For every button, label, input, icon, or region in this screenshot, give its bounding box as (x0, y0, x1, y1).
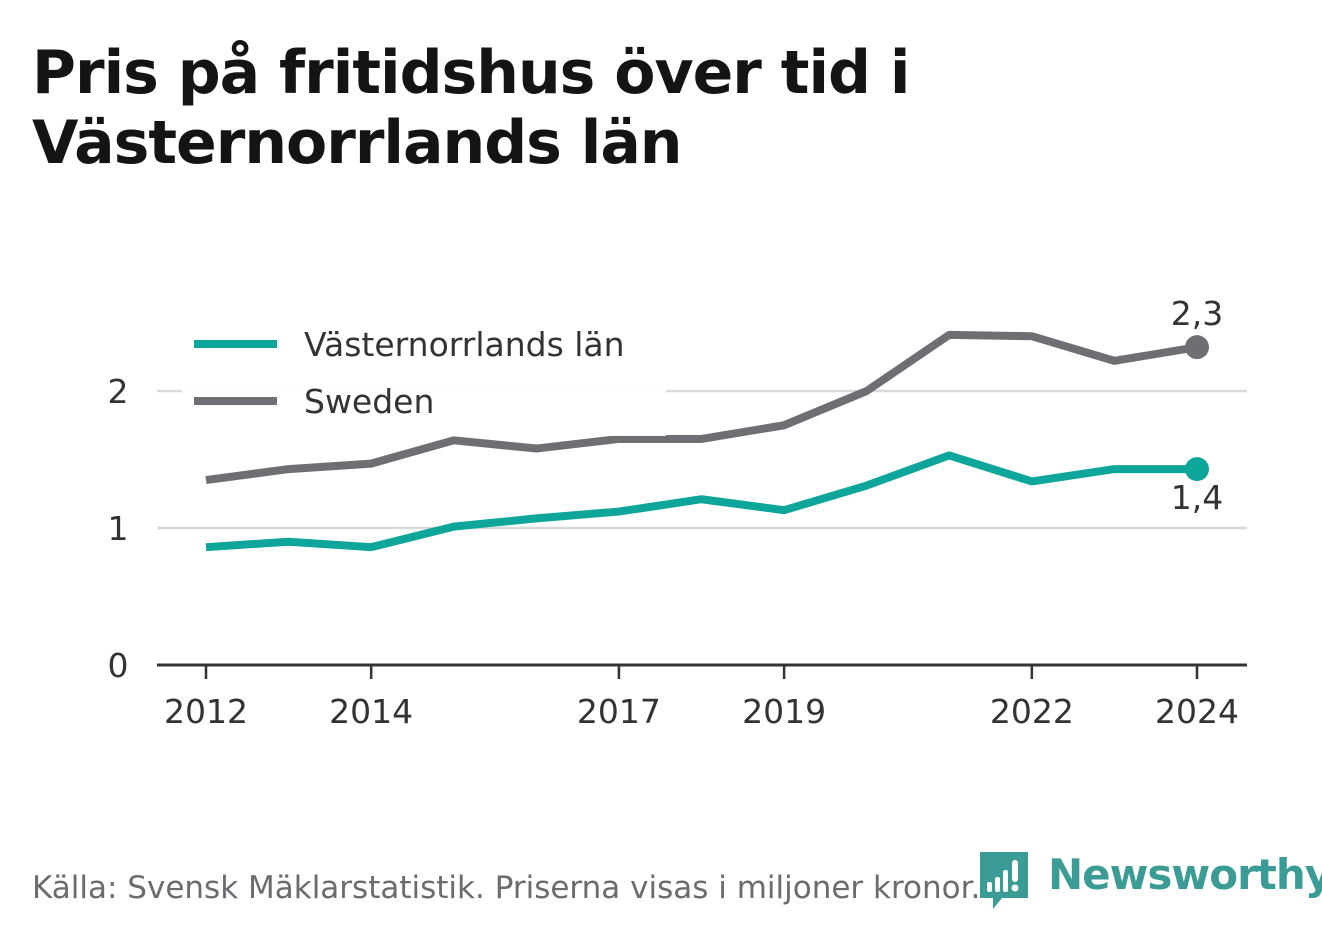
source-note: Källa: Svensk Mäklarstatistik. Priserna … (32, 870, 981, 906)
legend-label: Sweden (304, 382, 434, 421)
x-axis: 2012 2014 2017 2019 2022 2024 (157, 663, 1247, 731)
end-point-marker (1185, 335, 1209, 360)
newsworthy-logo-icon (980, 852, 1028, 909)
legend: Västernorrlands län Sweden (182, 318, 666, 436)
x-tick-label: 2024 (1155, 692, 1239, 731)
chart-title: Pris på fritidshus över tid i Västernorr… (32, 38, 910, 178)
end-value-label: 2,3 (1171, 294, 1223, 333)
series-line-sweden (205, 330, 1198, 485)
end-labels: 2,3 1,4 (1171, 294, 1223, 517)
legend-background (182, 318, 666, 436)
x-tick-label: 2022 (990, 692, 1074, 731)
end-point-marker (1185, 457, 1209, 482)
series-lines (205, 330, 1209, 552)
x-tick-label: 2019 (742, 692, 826, 731)
x-tick-label: 2012 (164, 692, 248, 731)
brand-name: Newsworthy (1048, 850, 1322, 899)
legend-label: Västernorrlands län (304, 325, 625, 364)
series-line-vasternorrland (205, 451, 1197, 552)
y-tick-label: 2 (108, 372, 129, 411)
end-value-label: 1,4 (1171, 478, 1223, 517)
x-tick-label: 2017 (577, 692, 661, 731)
y-tick-label: 1 (108, 509, 129, 548)
y-tick-label: 0 (108, 646, 129, 685)
x-tick-label: 2014 (329, 692, 413, 731)
